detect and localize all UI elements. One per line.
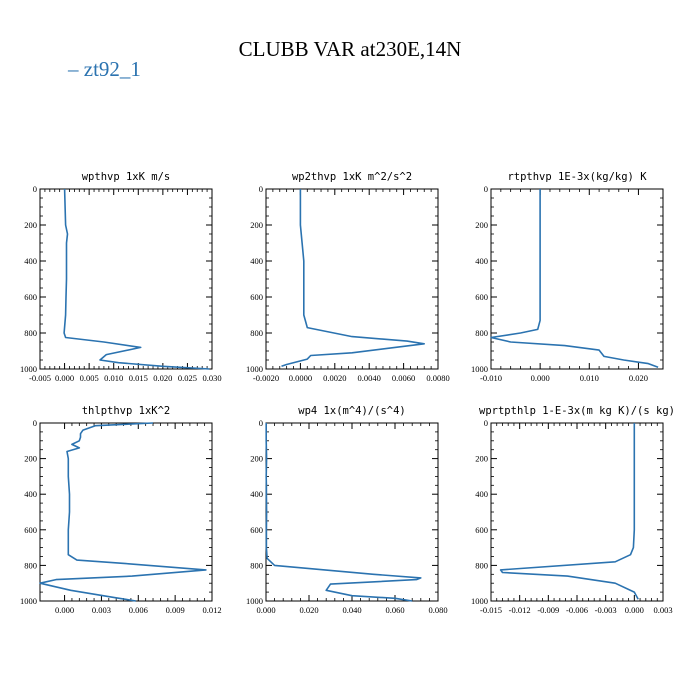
x-tick-label: 0.010 bbox=[104, 373, 123, 383]
legend-entry-zt92_1: – zt92_1 bbox=[67, 57, 141, 81]
y-tick-label: 600 bbox=[24, 292, 37, 302]
y-tick-label: 800 bbox=[250, 560, 263, 570]
x-tick-label: 0.003 bbox=[653, 605, 672, 615]
y-tick-label: 800 bbox=[475, 560, 488, 570]
panel-3: rtpthvp 1E-3x(kg/kg) K -0.010 0.000 0.010 0.… bbox=[471, 171, 664, 383]
y-tick-label: 600 bbox=[250, 525, 263, 535]
x-tick-label: 0.005 bbox=[80, 373, 99, 383]
y-tick-label: 1000 bbox=[20, 596, 37, 606]
x-tick-label: 0.0020 bbox=[323, 373, 346, 383]
panels: wpthvp 1xK m/s -0.005 0.000 0.005 0.010 0.015… bbox=[20, 171, 675, 615]
x-tick-label: -0.015 bbox=[480, 605, 502, 615]
panel-1: wpthvp 1xK m/s -0.005 0.000 0.005 0.010 0.015… bbox=[20, 171, 222, 383]
x-tick-label: 0.030 bbox=[202, 373, 221, 383]
figure-title: CLUBB VAR at230E,14N bbox=[239, 37, 462, 61]
series-line-zt92_1 bbox=[63, 188, 210, 370]
y-tick-label: 1000 bbox=[246, 596, 263, 606]
y-tick-label: 200 bbox=[250, 220, 263, 230]
x-tick-label: 0.020 bbox=[153, 373, 172, 383]
panel-6: wprtpthlp 1-E-3x(m kg K)/(s kg) -0.015 -0.… bbox=[471, 405, 675, 615]
x-tick-label: 0.010 bbox=[580, 373, 599, 383]
y-tick-label: 400 bbox=[250, 489, 263, 499]
x-tick-label: 0.060 bbox=[385, 605, 404, 615]
x-tick-label: 0.0060 bbox=[392, 373, 415, 383]
series-line-zt92_1 bbox=[281, 189, 426, 368]
panel-title: rtpthvp 1E-3x(kg/kg) K bbox=[507, 171, 647, 183]
x-tick-label: 0.003 bbox=[92, 605, 111, 615]
x-tick-label: 0.040 bbox=[342, 605, 361, 615]
legend-dash: – bbox=[67, 57, 84, 81]
panel-title: wprtpthlp 1-E-3x(m kg K)/(s kg) bbox=[479, 405, 675, 417]
y-tick-label: 0 bbox=[33, 418, 37, 428]
x-tick-label: -0.0020 bbox=[253, 373, 279, 383]
series-line-zt92_1 bbox=[265, 423, 422, 602]
y-tick-label: 800 bbox=[250, 328, 263, 338]
y-tick-label: 1000 bbox=[20, 364, 37, 374]
x-tick-label: 0.006 bbox=[129, 605, 148, 615]
x-tick-label: -0.012 bbox=[509, 605, 531, 615]
y-tick-label: 400 bbox=[24, 489, 37, 499]
x-tick-label: 0.000 bbox=[55, 373, 74, 383]
x-tick-label: 0.0040 bbox=[358, 373, 381, 383]
y-tick-label: 800 bbox=[475, 328, 488, 338]
series-line-zt92_1 bbox=[490, 189, 659, 368]
y-tick-label: 1000 bbox=[471, 364, 488, 374]
x-tick-label: 0.000 bbox=[625, 605, 644, 615]
y-tick-label: 600 bbox=[475, 525, 488, 535]
y-tick-label: 200 bbox=[24, 454, 37, 464]
y-tick-label: 1000 bbox=[246, 364, 263, 374]
y-tick-label: 600 bbox=[475, 292, 488, 302]
y-tick-label: 800 bbox=[24, 328, 37, 338]
x-tick-label: 0.000 bbox=[55, 605, 74, 615]
y-tick-label: 0 bbox=[259, 184, 263, 194]
x-tick-label: -0.006 bbox=[566, 605, 588, 615]
x-tick-label: 0.020 bbox=[629, 373, 648, 383]
panel-title: thlpthvp 1xK^2 bbox=[82, 405, 171, 417]
x-tick-label: 0.000 bbox=[531, 373, 550, 383]
y-tick-label: 600 bbox=[250, 292, 263, 302]
x-tick-label: -0.003 bbox=[595, 605, 617, 615]
legend: – zt92_1 bbox=[67, 57, 141, 81]
y-tick-label: 400 bbox=[475, 256, 488, 266]
y-tick-label: 600 bbox=[24, 525, 37, 535]
panel-5: wp4 1x(m^4)/(s^4) 0.000 0.020 0.040 0.060 0.0… bbox=[246, 405, 448, 615]
panel-title: wpthvp 1xK m/s bbox=[82, 171, 171, 183]
x-tick-label: -0.010 bbox=[480, 373, 502, 383]
y-tick-label: 200 bbox=[475, 220, 488, 230]
panel-4: thlpthvp 1xK^2 0.000 0.003 0.006 0.009 0.012 0… bbox=[20, 405, 222, 615]
x-tick-label: 0.015 bbox=[129, 373, 148, 383]
x-tick-label: 0.025 bbox=[178, 373, 197, 383]
y-tick-label: 400 bbox=[475, 489, 488, 499]
x-tick-label: 0.000 bbox=[256, 605, 275, 615]
panel-title: wp4 1x(m^4)/(s^4) bbox=[298, 405, 405, 417]
x-tick-label: 0.009 bbox=[166, 605, 185, 615]
x-tick-label: 0.012 bbox=[202, 605, 221, 615]
series-line-zt92_1 bbox=[39, 422, 207, 602]
x-tick-label: 0.080 bbox=[428, 605, 447, 615]
y-tick-label: 0 bbox=[259, 418, 263, 428]
legend-label: zt92_1 bbox=[84, 57, 141, 81]
y-tick-label: 0 bbox=[484, 418, 488, 428]
y-tick-label: 400 bbox=[24, 256, 37, 266]
series-line-zt92_1 bbox=[499, 423, 639, 600]
panel-title: wp2thvp 1xK m^2/s^2 bbox=[292, 171, 412, 183]
x-tick-label: 0.0000 bbox=[289, 373, 312, 383]
y-tick-label: 400 bbox=[250, 256, 263, 266]
x-tick-label: -0.009 bbox=[537, 605, 559, 615]
y-tick-label: 800 bbox=[24, 560, 37, 570]
x-tick-label: 0.0080 bbox=[426, 373, 449, 383]
y-tick-label: 200 bbox=[24, 220, 37, 230]
y-tick-label: 0 bbox=[33, 184, 37, 194]
y-tick-label: 200 bbox=[250, 454, 263, 464]
x-tick-label: -0.005 bbox=[29, 373, 51, 383]
panel-2: wp2thvp 1xK m^2/s^2 -0.0020 0.0000 0.0020 0.… bbox=[246, 171, 450, 383]
y-tick-label: 0 bbox=[484, 184, 488, 194]
x-tick-label: 0.020 bbox=[299, 605, 318, 615]
y-tick-label: 1000 bbox=[471, 596, 488, 606]
y-tick-label: 200 bbox=[475, 454, 488, 464]
